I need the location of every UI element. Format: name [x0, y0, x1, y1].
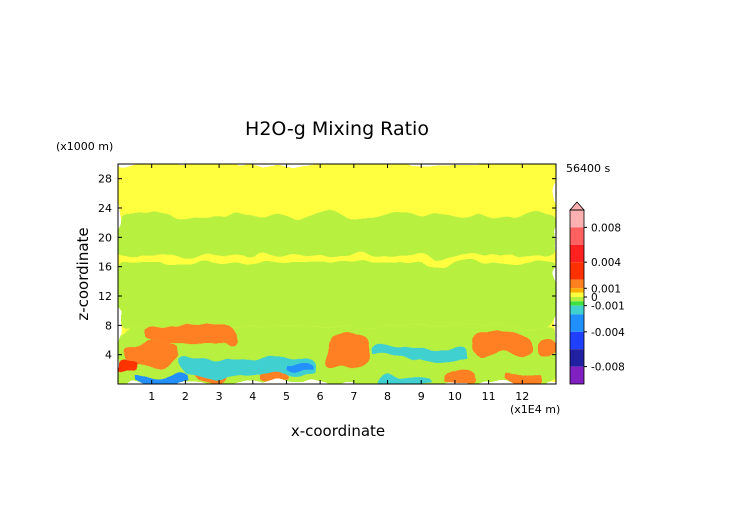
colorbar-band [570, 366, 584, 384]
contour-region-negative [134, 375, 186, 384]
x-unit-label: (x1E4 m) [510, 403, 560, 416]
time-label: 56400 s [566, 162, 610, 175]
contour-region-positive [144, 325, 240, 344]
chart-title: H2O-g Mixing Ratio [245, 118, 429, 140]
colorbar-band [570, 210, 584, 228]
colorbar-label: -0.008 [591, 362, 625, 374]
colorbar-label: 0.001 [591, 283, 621, 295]
colorbar-band [570, 279, 584, 289]
contour-region-negative [286, 363, 314, 371]
y-tick-label: 20 [98, 231, 112, 244]
colorbar-band [570, 297, 584, 302]
contour-regions [118, 164, 556, 384]
y-tick-label: 28 [98, 173, 112, 186]
x-tick-label: 3 [216, 390, 223, 403]
x-tick-label: 6 [317, 390, 324, 403]
contour-region-positive [508, 373, 543, 384]
x-tick-label: 9 [418, 390, 425, 403]
colorbar-label: 0 [591, 292, 598, 304]
contour-region-positive [124, 343, 179, 366]
colorbar-label: 0.004 [591, 257, 621, 269]
x-tick-label: 5 [283, 390, 290, 403]
contour-region-positive [475, 332, 530, 355]
x-tick-label: 7 [350, 390, 357, 403]
contour-region-negative [380, 376, 428, 384]
colorbar-band [570, 288, 584, 293]
y-unit-label: (x1000 m) [56, 140, 113, 153]
x-tick-label: 12 [515, 390, 529, 403]
contour-region-positive [535, 340, 556, 359]
x-axis-ticks: 1 2 3 4 5 6 7 8 9 10 11 12 [148, 164, 529, 403]
y-tick-label: 4 [105, 349, 112, 362]
y-tick-label: 8 [105, 319, 112, 332]
colorbar-label: 0.008 [591, 222, 621, 234]
plot-frame [117, 163, 557, 385]
colorbar-band [570, 292, 584, 297]
colorbar-band [570, 301, 584, 306]
colorbar-band [570, 227, 584, 245]
x-axis-label: x-coordinate [291, 422, 385, 440]
contour-region-positive [118, 362, 139, 373]
colorbar-label: -0.004 [591, 327, 625, 339]
y-tick-label: 12 [98, 290, 112, 303]
y-axis-label: z-coordinate [74, 227, 92, 320]
colorbar-band [570, 349, 584, 367]
contour-region-negative [178, 358, 317, 377]
y-tick-label: 24 [98, 202, 112, 215]
plot-area [118, 164, 556, 384]
colorbar-band [570, 331, 584, 350]
x-tick-label: 1 [148, 390, 155, 403]
x-tick-label: 8 [384, 390, 391, 403]
colorbar-band [570, 305, 584, 315]
x-tick-label: 2 [182, 390, 189, 403]
colorbar-label: -0.001 [591, 301, 625, 313]
contour-region-slightly-negative [118, 263, 556, 326]
colorbar-band [570, 244, 584, 263]
colorbar [569, 201, 585, 385]
contour-region-negative [370, 347, 469, 359]
y-tick-label: 16 [98, 261, 112, 274]
contour-region-slightly-negative [118, 215, 556, 256]
contour-region-positive [259, 375, 290, 384]
colorbar-band [570, 314, 584, 332]
contour-region-positive [441, 370, 476, 384]
colorbar-arrow [569, 201, 585, 211]
x-tick-label: 11 [482, 390, 496, 403]
x-tick-label: 4 [249, 390, 256, 403]
colorbar-band [570, 262, 584, 280]
y-axis-ticks: 4 8 12 16 20 24 28 [98, 173, 556, 362]
x-tick-label: 10 [448, 390, 462, 403]
contour-region-positive [326, 332, 368, 366]
